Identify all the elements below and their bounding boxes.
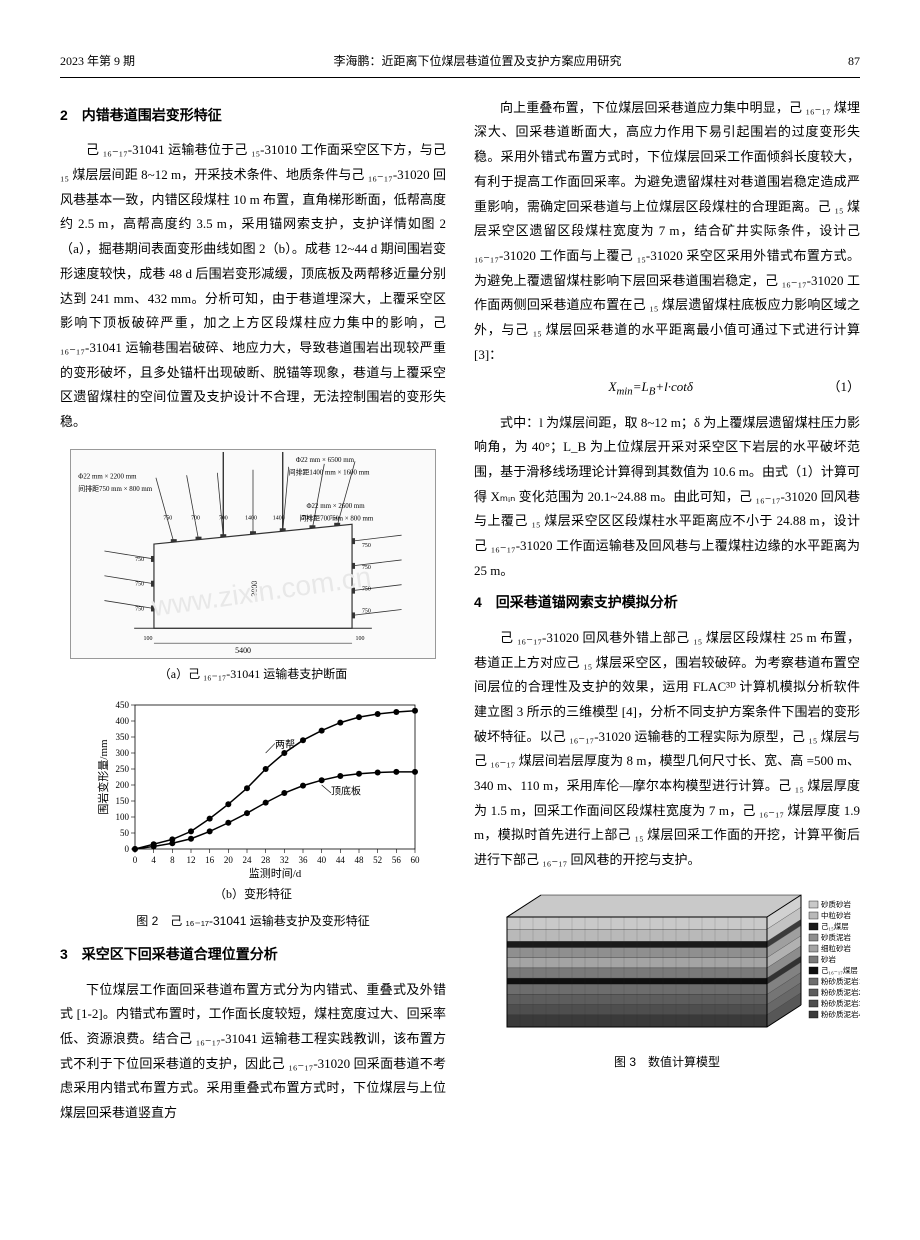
- right-column: 向上重叠布置，下位煤层回采巷道应力集中明显，己 ₁₆₋₁₇ 煤埋深大、回采巷道断…: [474, 96, 860, 1130]
- svg-text:间排距750 mm × 800 mm: 间排距750 mm × 800 mm: [78, 484, 153, 493]
- svg-text:围岩变形量/mm: 围岩变形量/mm: [96, 739, 110, 815]
- svg-text:20: 20: [224, 855, 234, 865]
- page-number: 87: [820, 50, 860, 73]
- equation-1-body: Xmin=LB+l·cotδ: [609, 379, 693, 394]
- svg-text:5400: 5400: [235, 646, 251, 655]
- svg-text:1400: 1400: [245, 515, 257, 521]
- svg-text:两帮: 两帮: [275, 740, 295, 752]
- figure-2b: 0501001502002503003504004500481216202428…: [60, 699, 446, 933]
- svg-text:32: 32: [280, 855, 289, 865]
- section-4-paragraph: 己 ₁₆₋₁₇-31020 回风巷外错上部己 ₁₅ 煤层区段煤柱 25 m 布置…: [474, 626, 860, 873]
- svg-text:0: 0: [125, 844, 130, 854]
- section-2-title: 2 内错巷道围岩变形特征: [60, 102, 446, 129]
- svg-text:350: 350: [116, 732, 130, 742]
- svg-text:砂质泥岩: 砂质泥岩: [821, 932, 851, 942]
- svg-text:16: 16: [205, 855, 215, 865]
- svg-text:己₁₆₋₁₇煤层: 己₁₆₋₁₇煤层: [821, 965, 858, 975]
- svg-text:己₁₅煤层: 己₁₅煤层: [821, 921, 849, 931]
- svg-text:细粒砂岩: 细粒砂岩: [821, 943, 851, 953]
- section-3-paragraph: 下位煤层工作面回采巷道布置方式分为内错式、重叠式及外错式 [1-2]。内错式布置…: [60, 978, 446, 1126]
- svg-text:48: 48: [355, 855, 365, 865]
- svg-text:750: 750: [135, 606, 144, 612]
- left-column: 2 内错巷道围岩变形特征 己 ₁₆₋₁₇-31041 运输巷位于己 ₁₅-310…: [60, 96, 446, 1130]
- svg-text:56: 56: [392, 855, 402, 865]
- svg-text:0: 0: [133, 855, 138, 865]
- section-2-paragraph: 己 ₁₆₋₁₇-31041 运输巷位于己 ₁₅-31010 工作面采空区下方，与…: [60, 138, 446, 434]
- svg-text:300: 300: [116, 748, 130, 758]
- svg-text:700: 700: [219, 515, 228, 521]
- figure-2a-caption: （a）己 ₁₆₋₁₇-31041 运输巷支护断面: [60, 663, 446, 686]
- svg-text:250: 250: [116, 764, 130, 774]
- figure-3-caption: 图 3 数值计算模型: [474, 1051, 860, 1074]
- support-section-diagram: Φ22 mm × 6500 mm 间排距1400 mm × 1600 mm Φ22 …: [70, 449, 436, 659]
- svg-text:粉砂质泥岩3: 粉砂质泥岩3: [821, 998, 860, 1008]
- svg-text:粉砂质泥岩4: 粉砂质泥岩4: [821, 1009, 860, 1019]
- svg-text:40: 40: [317, 855, 327, 865]
- figure-2b-caption: （b）变形特征: [60, 883, 446, 906]
- svg-text:60: 60: [411, 855, 421, 865]
- deformation-chart: 0501001502002503003504004500481216202428…: [90, 699, 426, 879]
- svg-text:100: 100: [116, 812, 130, 822]
- svg-text:Φ22 mm × 2200 mm: Φ22 mm × 2200 mm: [78, 473, 137, 480]
- svg-text:24: 24: [243, 855, 253, 865]
- figure-2a: Φ22 mm × 6500 mm 间排距1400 mm × 1600 mm Φ22 …: [60, 449, 446, 686]
- svg-text:700: 700: [302, 515, 311, 521]
- svg-text:750: 750: [135, 581, 144, 587]
- equation-1: Xmin=LB+l·cotδ （1）: [474, 375, 860, 402]
- svg-text:粉砂质泥岩1: 粉砂质泥岩1: [821, 976, 860, 986]
- svg-text:砂岩: 砂岩: [821, 954, 836, 964]
- page-header: 2023 年第 9 期 李海鹏：近距离下位煤层巷道位置及支护方案应用研究 87: [60, 50, 860, 78]
- svg-text:400: 400: [116, 716, 130, 726]
- svg-text:1400: 1400: [273, 515, 285, 521]
- svg-text:750: 750: [362, 608, 371, 614]
- svg-text:8: 8: [170, 855, 175, 865]
- svg-text:中粒砂岩: 中粒砂岩: [821, 910, 851, 920]
- figure-3: 砂质砂岩中粒砂岩己₁₅煤层砂质泥岩细粒砂岩砂岩己₁₆₋₁₇煤层粉砂质泥岩1粉砂质…: [474, 887, 860, 1074]
- svg-text:750: 750: [362, 586, 371, 592]
- svg-text:12: 12: [187, 855, 196, 865]
- right-p2: 式中：l 为煤层间距，取 8~12 m；δ 为上覆煤层遗留煤柱压力影响角，为 4…: [474, 411, 860, 584]
- figure-2-caption: 图 2 己 ₁₆₋₁₇-31041 运输巷支护及变形特征: [60, 910, 446, 933]
- svg-text:700: 700: [191, 515, 200, 521]
- right-p1: 向上重叠布置，下位煤层回采巷道应力集中明显，己 ₁₆₋₁₇ 煤埋深大、回采巷道断…: [474, 96, 860, 368]
- svg-text:监测时间/d: 监测时间/d: [249, 867, 302, 879]
- issue-label: 2023 年第 9 期: [60, 50, 135, 73]
- svg-text:50: 50: [120, 828, 130, 838]
- svg-text:750: 750: [330, 515, 339, 521]
- svg-text:间排距1400 mm × 1600 mm: 间排距1400 mm × 1600 mm: [289, 467, 370, 476]
- svg-text:36: 36: [299, 855, 309, 865]
- section-3-title: 3 采空区下回采巷道合理位置分析: [60, 941, 446, 968]
- svg-text:450: 450: [116, 700, 130, 710]
- svg-text:750: 750: [163, 515, 172, 521]
- svg-text:150: 150: [116, 796, 130, 806]
- svg-text:750: 750: [362, 564, 371, 570]
- svg-text:顶底板: 顶底板: [331, 785, 361, 798]
- svg-text:44: 44: [336, 855, 346, 865]
- svg-text:100: 100: [356, 636, 365, 642]
- svg-text:750: 750: [362, 543, 371, 549]
- svg-text:200: 200: [116, 780, 130, 790]
- equation-1-number: （1）: [827, 375, 860, 400]
- svg-text:粉砂质泥岩2: 粉砂质泥岩2: [821, 987, 860, 997]
- content-columns: 2 内错巷道围岩变形特征 己 ₁₆₋₁₇-31041 运输巷位于己 ₁₅-310…: [60, 96, 860, 1130]
- running-title: 李海鹏：近距离下位煤层巷道位置及支护方案应用研究: [135, 50, 820, 73]
- svg-text:4: 4: [151, 855, 156, 865]
- section-4-title: 4 回采巷道锚网索支护模拟分析: [474, 589, 860, 616]
- svg-text:52: 52: [373, 855, 382, 865]
- svg-text:3000: 3000: [250, 580, 259, 596]
- svg-text:Φ22 mm × 6500 mm: Φ22 mm × 6500 mm: [296, 457, 355, 464]
- svg-text:Φ22 mm × 2600 mm: Φ22 mm × 2600 mm: [306, 502, 365, 509]
- svg-text:100: 100: [144, 636, 153, 642]
- svg-text:砂质砂岩: 砂质砂岩: [821, 899, 851, 909]
- svg-text:28: 28: [261, 855, 271, 865]
- numerical-model: 砂质砂岩中粒砂岩己₁₅煤层砂质泥岩细粒砂岩砂岩己₁₆₋₁₇煤层粉砂质泥岩1粉砂质…: [474, 887, 860, 1047]
- svg-text:750: 750: [135, 557, 144, 563]
